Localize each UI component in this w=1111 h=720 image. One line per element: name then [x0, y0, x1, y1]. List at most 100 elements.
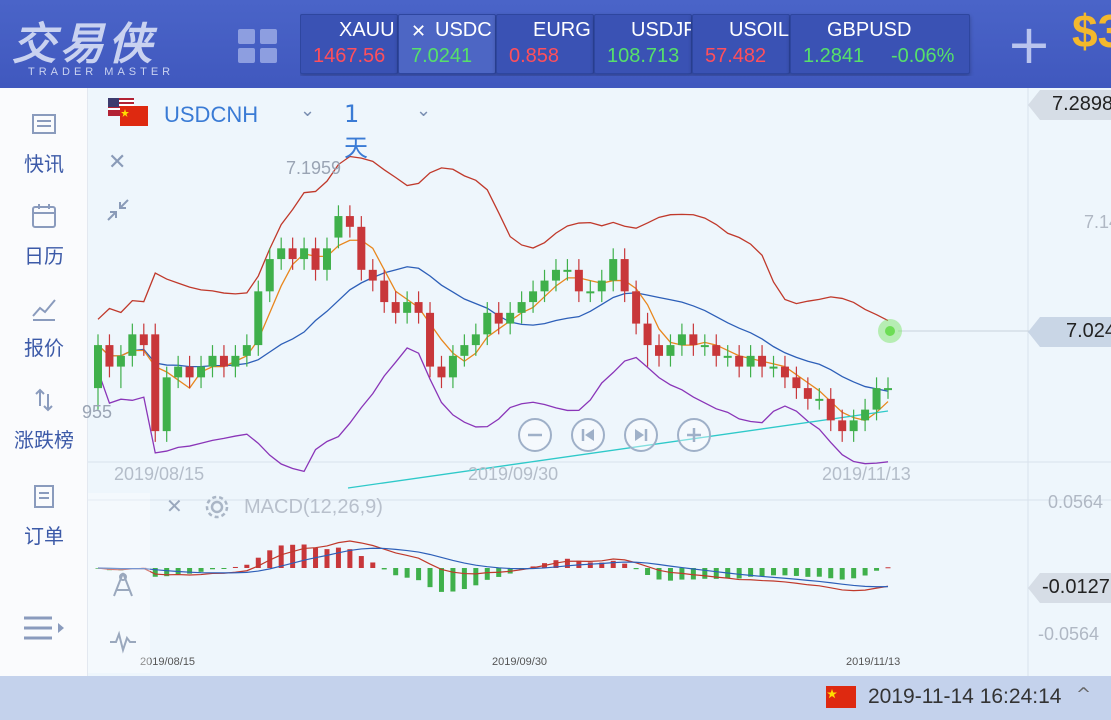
zoom-out-button[interactable] [518, 418, 552, 452]
ticker-price: 1.2841 [803, 45, 865, 67]
period-label[interactable]: 1天 [344, 100, 368, 162]
ticker-symbol: USOIL [729, 19, 790, 41]
drawing-tool-icon[interactable] [108, 570, 138, 600]
close-indicator-icon[interactable]: ✕ [108, 150, 127, 175]
macd-bar [198, 568, 204, 572]
candle-body [712, 345, 721, 356]
candle-body [769, 366, 778, 369]
candle-body [574, 269, 583, 292]
ticker-card[interactable]: USOIL 57.482 [692, 14, 790, 74]
candle-body [494, 312, 503, 324]
low-annotation: 955 [82, 402, 113, 422]
zoom-in-button[interactable] [677, 418, 711, 452]
macd-bar [301, 544, 307, 568]
close-macd-icon[interactable]: ✕ [166, 494, 183, 518]
app-logo: 交易侠 TRADER MASTER [12, 8, 202, 84]
ticker-card[interactable]: USDJF 108.713 [594, 14, 692, 74]
ticker-price: 57.482 [705, 45, 767, 67]
ticker-close-icon[interactable]: ✕ [411, 21, 427, 41]
chevron-up-icon[interactable]: ^ [1076, 684, 1092, 705]
macd-bar [232, 566, 238, 568]
macd-bar [736, 568, 742, 579]
candle-body [884, 388, 892, 391]
sidebar-item-calendar[interactable]: 日历 [0, 202, 88, 282]
candle-body [689, 334, 698, 346]
scroll-start-button[interactable] [571, 418, 605, 452]
ticker-symbol: XAUU [339, 19, 395, 41]
candle-body [197, 366, 206, 378]
sidebar: 快讯 日历 报价 涨跌榜 订单 [0, 88, 88, 676]
candle-body [254, 291, 263, 346]
last-price-dot [885, 326, 895, 336]
scroll-end-button[interactable] [624, 418, 658, 452]
ticker-card[interactable]: GBPUSD 1.2841 -0.06% [790, 14, 970, 74]
macd-bar [461, 568, 467, 590]
chart-area[interactable]: USDCNH ⌄ 1天 ⌄ ✕ 7.2898 7.024 7.14 7.1959… [82, 88, 1111, 676]
macd-bar [278, 545, 284, 568]
candle-body [116, 355, 125, 367]
macd-bar [862, 568, 868, 576]
header-right-text[interactable]: $3 [1072, 5, 1111, 57]
chevron-down-icon[interactable]: ⌄ [300, 100, 316, 121]
ticker-symbol: USDJF [631, 19, 692, 41]
menu-icon[interactable] [22, 612, 68, 648]
collapse-icon[interactable] [106, 198, 130, 222]
ticker-price: 0.858 [509, 45, 560, 67]
candle-body [403, 302, 412, 313]
candle-body [540, 280, 549, 292]
macd-bar [187, 568, 193, 574]
ticker-price: 108.713 [607, 45, 680, 67]
macd-bar [816, 568, 822, 577]
ticker-card[interactable]: EURG 0.858 [496, 14, 594, 74]
macd-bar [393, 568, 399, 576]
candle-body [174, 366, 183, 378]
date-label: 2019/09/30 [468, 464, 559, 484]
skip-forward-icon [635, 429, 648, 441]
candle-body [849, 420, 858, 432]
ticker-price: 7.0241 [411, 45, 473, 67]
candle-body [483, 312, 492, 335]
status-bar: 2019-11-14 16:24:14 ^ [0, 676, 1111, 720]
sidebar-item-label: 快讯 [24, 152, 64, 176]
add-symbol-button[interactable]: + [1006, 13, 1052, 76]
plus-icon [687, 428, 701, 442]
macd-current-tag: -0.0127 [1028, 573, 1111, 603]
sidebar-item-orders[interactable]: 订单 [0, 482, 88, 562]
ma-long-line [347, 410, 889, 489]
candle-body [105, 345, 114, 367]
macd-bar [645, 568, 651, 575]
macd-bar [690, 568, 696, 580]
gear-icon[interactable] [204, 494, 230, 520]
macd-bar [771, 568, 777, 576]
price-chart[interactable] [88, 88, 1111, 676]
ticker-change: -0.06% [891, 45, 955, 67]
sidebar-item-label: 报价 [24, 336, 64, 360]
grid-menu-icon[interactable] [236, 26, 280, 66]
sidebar-item-ranking[interactable]: 涨跌榜 [0, 386, 88, 466]
candle-body [162, 377, 171, 432]
candle-body [586, 291, 595, 294]
macd-bar [290, 544, 296, 568]
macd-upper-label: 0.0564 [1048, 492, 1104, 512]
sidebar-item-quotes[interactable]: 报价 [0, 294, 88, 374]
candle-body [277, 248, 286, 260]
sidebar-item-news[interactable]: 快讯 [0, 110, 88, 190]
candle-body [677, 334, 686, 346]
macd-bar [564, 558, 570, 568]
macd-bar [484, 568, 490, 580]
ticker-symbol: USDC [435, 19, 492, 41]
ticker-card-active[interactable]: ✕ USDC 7.0241 [398, 14, 496, 74]
macd-bar [656, 568, 662, 580]
macd-bar [152, 568, 158, 577]
chevron-down-icon[interactable]: ⌄ [416, 100, 432, 121]
macd-bar [473, 568, 479, 586]
ticker-card[interactable]: XAUU 1467.56 [300, 14, 398, 74]
candle-body [471, 334, 480, 346]
candle-body [826, 398, 835, 421]
date-label-small: 2019/08/15 [140, 656, 196, 668]
macd-lower-label: -0.0564 [1038, 624, 1100, 644]
pair-label[interactable]: USDCNH [164, 102, 259, 127]
candle-body [758, 355, 767, 367]
indicator-wave-icon[interactable] [108, 626, 138, 656]
candle-body [563, 269, 572, 272]
